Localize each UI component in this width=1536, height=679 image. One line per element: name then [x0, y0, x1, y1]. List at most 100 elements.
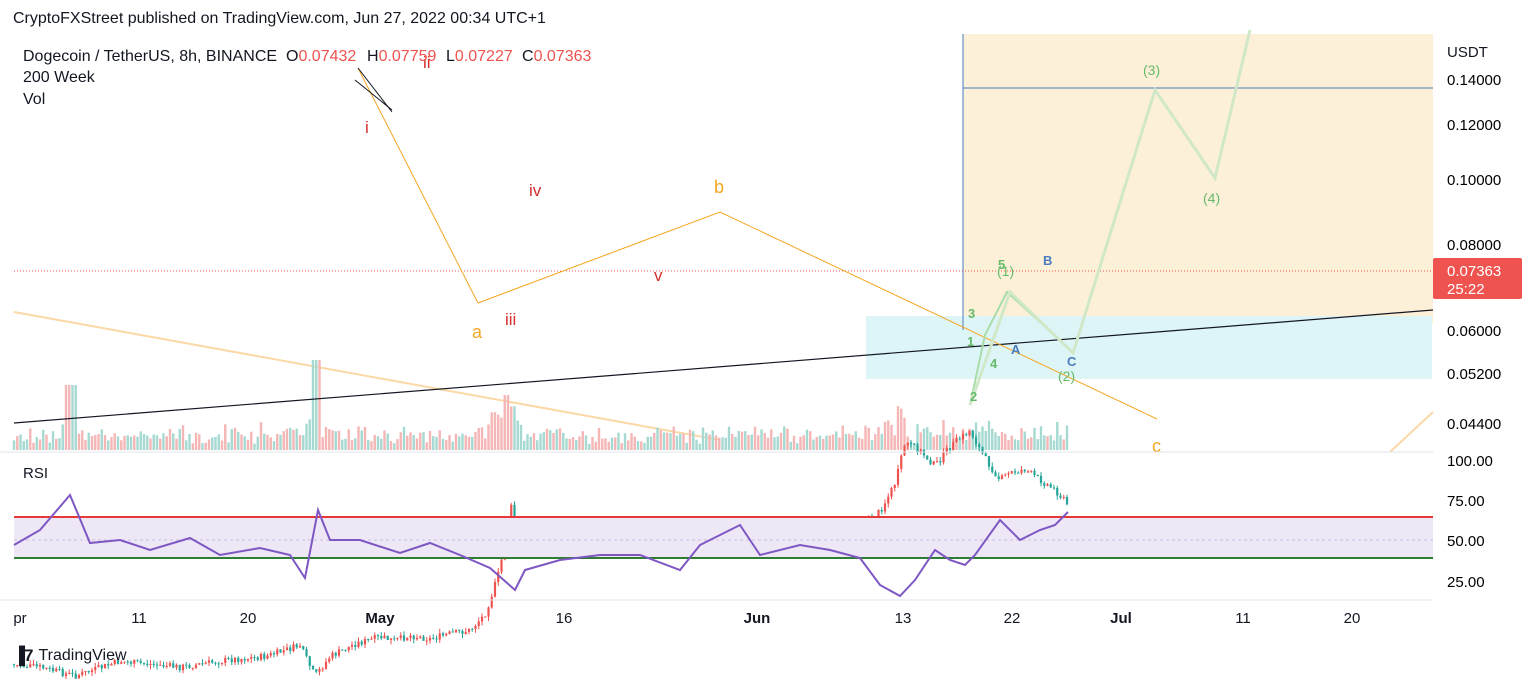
- wave-label-iv: iv: [529, 181, 542, 200]
- candle-body: [289, 647, 292, 651]
- volume-bar: [1065, 425, 1069, 450]
- ma-200-week-line: [13, 309, 1434, 424]
- candle-body: [1056, 487, 1059, 496]
- volume-bar: [448, 435, 451, 450]
- volume-bar: [786, 428, 789, 450]
- volume-bar: [890, 424, 893, 450]
- volume-bar: [84, 439, 87, 450]
- footer-brand[interactable]: ▐7 TradingView: [13, 646, 127, 666]
- rsi-tick: 100.00: [1447, 453, 1493, 470]
- candle-body: [61, 669, 64, 676]
- volume-bar: [565, 438, 568, 450]
- volume-bar: [1026, 438, 1030, 450]
- volume-bar: [578, 436, 581, 450]
- volume-bar: [471, 436, 474, 450]
- candle-body: [399, 635, 402, 639]
- volume-bar: [711, 430, 714, 450]
- candle-body: [315, 669, 318, 672]
- price-tick: 0.14000: [1447, 72, 1501, 89]
- volume-bar: [740, 431, 744, 450]
- volume-bar: [523, 440, 526, 450]
- volume-bar: [445, 439, 448, 450]
- candle-body: [880, 509, 883, 512]
- volume-bar: [230, 429, 233, 450]
- volume-bar: [815, 436, 818, 450]
- candle-body: [467, 628, 471, 632]
- candle-body: [461, 631, 464, 634]
- candle-body: [952, 442, 955, 450]
- candle-body: [376, 635, 380, 637]
- volume-bar: [877, 427, 880, 450]
- volume-bar: [490, 412, 493, 450]
- volume-bar: [376, 436, 380, 450]
- time-tick: 16: [556, 610, 573, 627]
- volume-bar: [451, 441, 454, 450]
- volume-bar: [198, 434, 201, 450]
- volume-bar: [29, 428, 32, 450]
- rsi-tick: 25.00: [1447, 574, 1485, 591]
- candle-body: [412, 635, 415, 640]
- candle-body: [191, 667, 194, 669]
- candle-body: [42, 664, 45, 669]
- candle-body: [318, 669, 321, 672]
- candle-body: [19, 665, 22, 667]
- candle-body: [903, 445, 906, 456]
- volume-bar: [373, 434, 376, 450]
- volume-bar: [363, 426, 367, 450]
- ma-legend: 200 Week: [23, 69, 96, 86]
- volume-bar: [480, 427, 484, 450]
- volume-bar: [506, 395, 510, 450]
- volume-bar: [698, 443, 701, 450]
- candle-body: [991, 466, 994, 473]
- volume-bar: [636, 441, 640, 450]
- volume-bar: [1010, 435, 1013, 450]
- volume-bar: [997, 435, 1000, 450]
- volume-bar: [415, 438, 419, 450]
- rsi-tick: 50.00: [1447, 533, 1485, 550]
- low-value: 0.07227: [455, 48, 513, 65]
- volume-bar: [610, 437, 614, 450]
- volume-bar: [695, 439, 698, 450]
- candle-body: [331, 652, 334, 659]
- volume-bar: [276, 433, 279, 450]
- candle-body: [51, 667, 55, 672]
- candle-body: [942, 451, 945, 463]
- volume-bar: [854, 431, 857, 450]
- volume-bar: [214, 436, 217, 450]
- wave-label-p3: (3): [1143, 62, 1160, 78]
- volume-bar: [516, 420, 519, 450]
- volume-bar: [991, 428, 994, 450]
- volume-bar: [185, 440, 188, 450]
- volume-bar: [419, 432, 422, 450]
- candle-body: [55, 668, 58, 672]
- candle-body: [194, 664, 198, 668]
- candle-body: [259, 653, 263, 660]
- volume-bar: [1036, 439, 1039, 450]
- volume-bar: [913, 443, 916, 450]
- candle-body: [477, 621, 480, 626]
- volume-bar: [887, 420, 890, 450]
- candle-body: [1046, 484, 1049, 486]
- volume-bar: [835, 431, 838, 450]
- price-tick: 0.10000: [1447, 172, 1501, 189]
- volume-bar: [682, 433, 685, 450]
- candle-body: [357, 641, 360, 647]
- volume-bar: [389, 440, 393, 450]
- candle-body: [1004, 474, 1007, 476]
- volume-bar: [945, 435, 948, 450]
- volume-bar: [194, 432, 198, 450]
- candle-body: [142, 662, 146, 664]
- candle-body: [961, 434, 965, 440]
- volume-bar: [201, 443, 204, 450]
- volume-bar: [129, 436, 133, 450]
- wave-label-i: i: [365, 118, 369, 137]
- volume-bar: [321, 437, 324, 450]
- price-tick: 0.12000: [1447, 117, 1501, 134]
- volume-bar: [588, 443, 591, 450]
- volume-bar: [773, 437, 776, 450]
- candle-body: [419, 636, 422, 638]
- volume-bar: [987, 420, 991, 450]
- volume-bar: [204, 442, 207, 450]
- volume-bar: [487, 424, 490, 450]
